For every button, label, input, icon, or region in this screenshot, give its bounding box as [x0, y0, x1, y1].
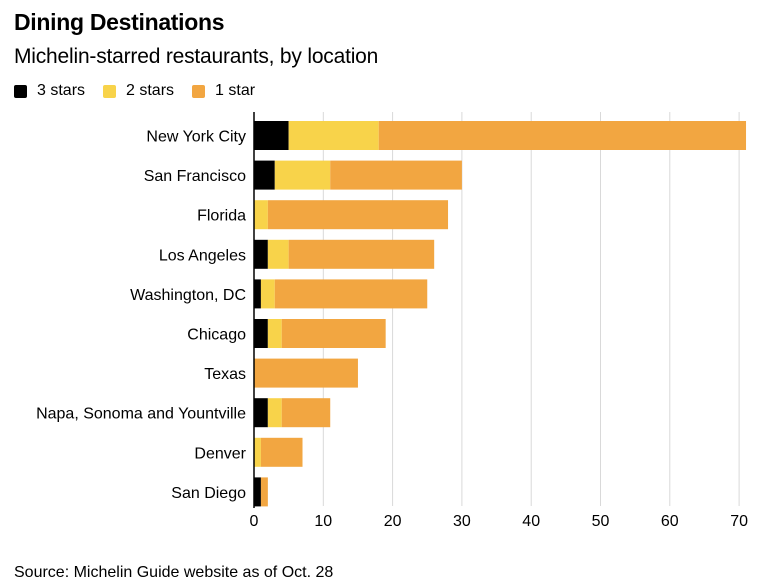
source-note: Source: Michelin Guide website as of Oct… — [14, 564, 334, 581]
bar-florida-2-stars — [254, 200, 268, 230]
x-tick-label-70: 70 — [730, 513, 748, 530]
legend-item-2-stars: 2 stars — [103, 82, 174, 100]
category-label-los-angeles: Los Angeles — [159, 247, 246, 264]
bar-chicago-1-star — [281, 319, 386, 348]
category-label-florida: Florida — [197, 208, 246, 225]
category-label-san-diego: San Diego — [171, 485, 246, 502]
bar-denver-1-star — [260, 437, 303, 467]
x-tick-label-60: 60 — [661, 513, 679, 530]
bar-new-york-city-2-stars — [288, 121, 379, 150]
bar-san-diego-3-stars — [254, 477, 261, 507]
bar-los-angeles-2-stars — [267, 239, 289, 269]
category-label-new-york-city: New York City — [146, 129, 246, 146]
x-tick-label-30: 30 — [453, 513, 471, 530]
category-label-denver: Denver — [194, 445, 246, 462]
bar-san-francisco-1-star — [330, 160, 462, 190]
bar-chicago-3-stars — [254, 319, 268, 348]
legend: 3 stars 2 stars 1 star — [14, 82, 273, 100]
bar-napa-sonoma-and-yountville-3-stars — [254, 398, 268, 428]
bar-napa-sonoma-and-yountville-2-stars — [267, 398, 282, 428]
legend-item-3-stars: 3 stars — [14, 82, 85, 100]
bar-washington-dc-2-stars — [260, 279, 275, 309]
bar-chicago-2-stars — [267, 319, 282, 348]
category-label-texas: Texas — [204, 366, 246, 383]
x-tick-label-0: 0 — [250, 513, 259, 530]
chart-title: Dining Destinations — [14, 9, 225, 35]
bar-san-francisco-3-stars — [254, 160, 275, 190]
category-label-washington-dc: Washington, DC — [130, 287, 246, 304]
bar-san-francisco-2-stars — [274, 160, 331, 190]
bar-new-york-city-3-stars — [254, 121, 289, 150]
x-tick-label-40: 40 — [522, 513, 540, 530]
legend-swatch-3-stars — [14, 84, 27, 98]
legend-item-1-star: 1 star — [192, 82, 255, 100]
bar-san-diego-1-star — [260, 477, 268, 507]
x-tick-label-50: 50 — [592, 513, 610, 530]
bar-new-york-city-1-star — [378, 121, 747, 150]
legend-label-2-stars: 2 stars — [126, 82, 175, 99]
bar-napa-sonoma-and-yountville-1-star — [281, 398, 331, 428]
legend-label-3-stars: 3 stars — [37, 82, 86, 99]
legend-label-1-star: 1 star — [215, 82, 256, 99]
bar-denver-2-stars — [254, 437, 261, 467]
chart-subtitle: Michelin-starred restaurants, by locatio… — [14, 45, 379, 68]
bar-los-angeles-3-stars — [254, 239, 268, 269]
bar-texas-1-star — [254, 358, 358, 388]
x-tick-label-10: 10 — [314, 513, 332, 530]
legend-swatch-2-stars — [103, 84, 117, 98]
category-label-chicago: Chicago — [187, 327, 246, 344]
category-label-san-francisco: San Francisco — [144, 168, 246, 185]
bar-washington-dc-1-star — [274, 279, 428, 309]
category-label-napa-sonoma-and-yountville: Napa, Sonoma and Yountville — [36, 406, 246, 423]
bar-los-angeles-1-star — [288, 239, 435, 269]
legend-swatch-1-star — [192, 84, 206, 98]
bar-washington-dc-3-stars — [254, 279, 261, 309]
bar-florida-1-star — [267, 200, 449, 230]
x-tick-label-20: 20 — [384, 513, 402, 530]
